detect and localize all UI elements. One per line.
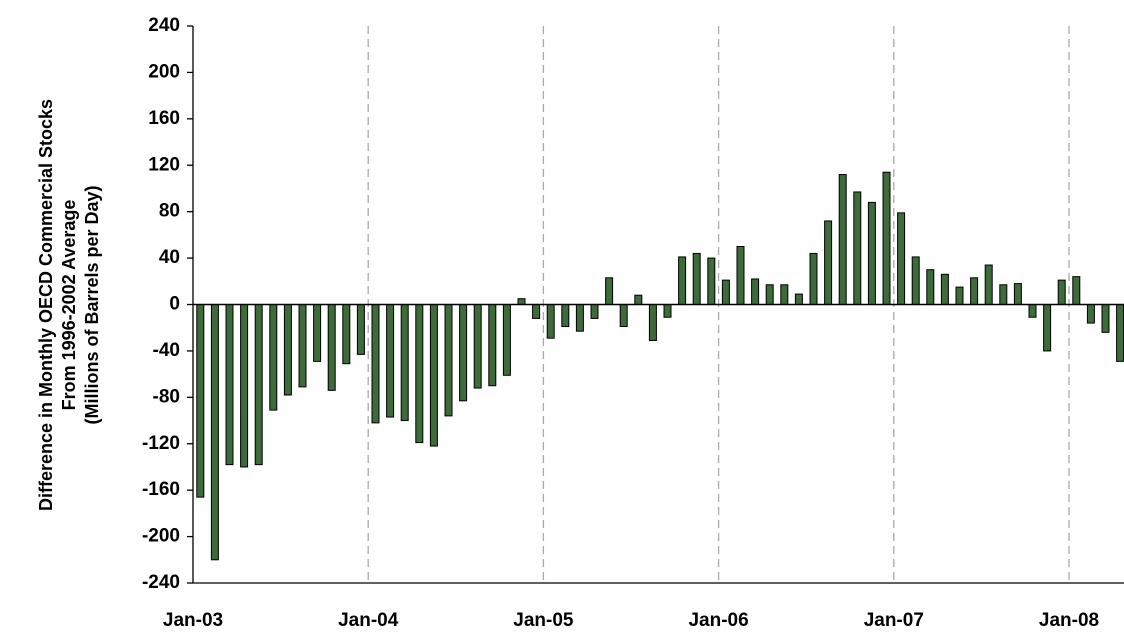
bar <box>634 294 643 306</box>
bar <box>313 304 322 362</box>
bar <box>298 304 307 388</box>
y-tick-label: -200 <box>142 526 180 547</box>
bar <box>429 304 438 447</box>
bar <box>1028 304 1037 318</box>
bar <box>459 304 468 402</box>
bar <box>926 269 935 305</box>
y-tick-label: 240 <box>148 15 180 36</box>
bar <box>342 304 351 365</box>
x-tick-label: Jan-07 <box>864 610 924 631</box>
y-tick-label: -40 <box>153 340 180 361</box>
bar <box>1086 304 1095 324</box>
bar <box>794 293 803 305</box>
bar <box>751 278 760 305</box>
y-tick-label: -80 <box>153 386 180 407</box>
bar <box>546 304 555 339</box>
bar <box>940 273 949 305</box>
bar <box>371 304 380 424</box>
bar <box>678 256 687 305</box>
bar <box>824 220 833 305</box>
y-tick-label: 80 <box>159 201 180 222</box>
y-axis-label: Difference in Monthly OECD Commercial St… <box>36 99 56 511</box>
bar <box>196 304 205 498</box>
y-tick-label: 40 <box>159 247 180 268</box>
x-tick-label: Jan-03 <box>163 610 223 631</box>
bar <box>590 304 599 319</box>
bar <box>648 304 657 341</box>
bar <box>984 264 993 306</box>
bar <box>955 286 964 305</box>
y-tick-label: 160 <box>148 108 180 129</box>
bar <box>692 252 701 305</box>
bar <box>970 277 979 306</box>
bar <box>444 304 453 417</box>
bar <box>1013 283 1022 305</box>
bar <box>867 201 876 305</box>
y-tick-label: 0 <box>169 294 180 315</box>
bar <box>575 304 584 332</box>
y-tick-label: 120 <box>148 154 180 175</box>
bar <box>400 304 409 422</box>
bar <box>356 304 365 355</box>
bar <box>999 284 1008 306</box>
bar <box>838 174 847 305</box>
bar <box>386 304 395 418</box>
bar <box>269 304 278 411</box>
bar <box>911 256 920 305</box>
bar <box>225 304 234 466</box>
bar <box>809 252 818 305</box>
bar <box>254 304 263 466</box>
bar <box>605 277 614 306</box>
bar <box>1072 276 1081 305</box>
bar <box>517 298 526 305</box>
y-tick-label: 200 <box>148 61 180 82</box>
y-axis-label: From 1996-2002 Average <box>59 200 79 411</box>
bar <box>283 304 292 396</box>
bar <box>502 304 511 376</box>
bar <box>736 245 745 306</box>
x-tick-label: Jan-05 <box>513 610 574 631</box>
bar <box>897 212 906 306</box>
bar <box>619 304 628 328</box>
bar <box>853 191 862 306</box>
bar <box>1101 304 1110 333</box>
bar <box>663 304 672 318</box>
bar <box>882 171 891 305</box>
bar <box>532 304 541 319</box>
bar <box>240 304 249 468</box>
y-tick-label: -120 <box>142 433 180 454</box>
bar <box>561 304 570 328</box>
bar <box>1043 304 1052 352</box>
x-tick-label: Jan-04 <box>338 610 399 631</box>
bar <box>327 304 336 391</box>
bar <box>780 284 789 306</box>
y-axis-label: (Millions of Barrels per Day) <box>82 185 102 424</box>
bar <box>721 279 730 306</box>
bar <box>415 304 424 444</box>
x-tick-label: Jan-06 <box>688 610 748 631</box>
bar <box>1057 279 1066 306</box>
bar <box>210 304 219 561</box>
bar <box>473 304 482 389</box>
bar <box>765 284 774 306</box>
y-tick-label: -160 <box>142 479 180 500</box>
x-tick-label: Jan-08 <box>1039 610 1099 631</box>
bar <box>488 304 497 387</box>
bar <box>1116 304 1124 362</box>
bar <box>707 257 716 306</box>
y-tick-label: -240 <box>142 572 180 593</box>
